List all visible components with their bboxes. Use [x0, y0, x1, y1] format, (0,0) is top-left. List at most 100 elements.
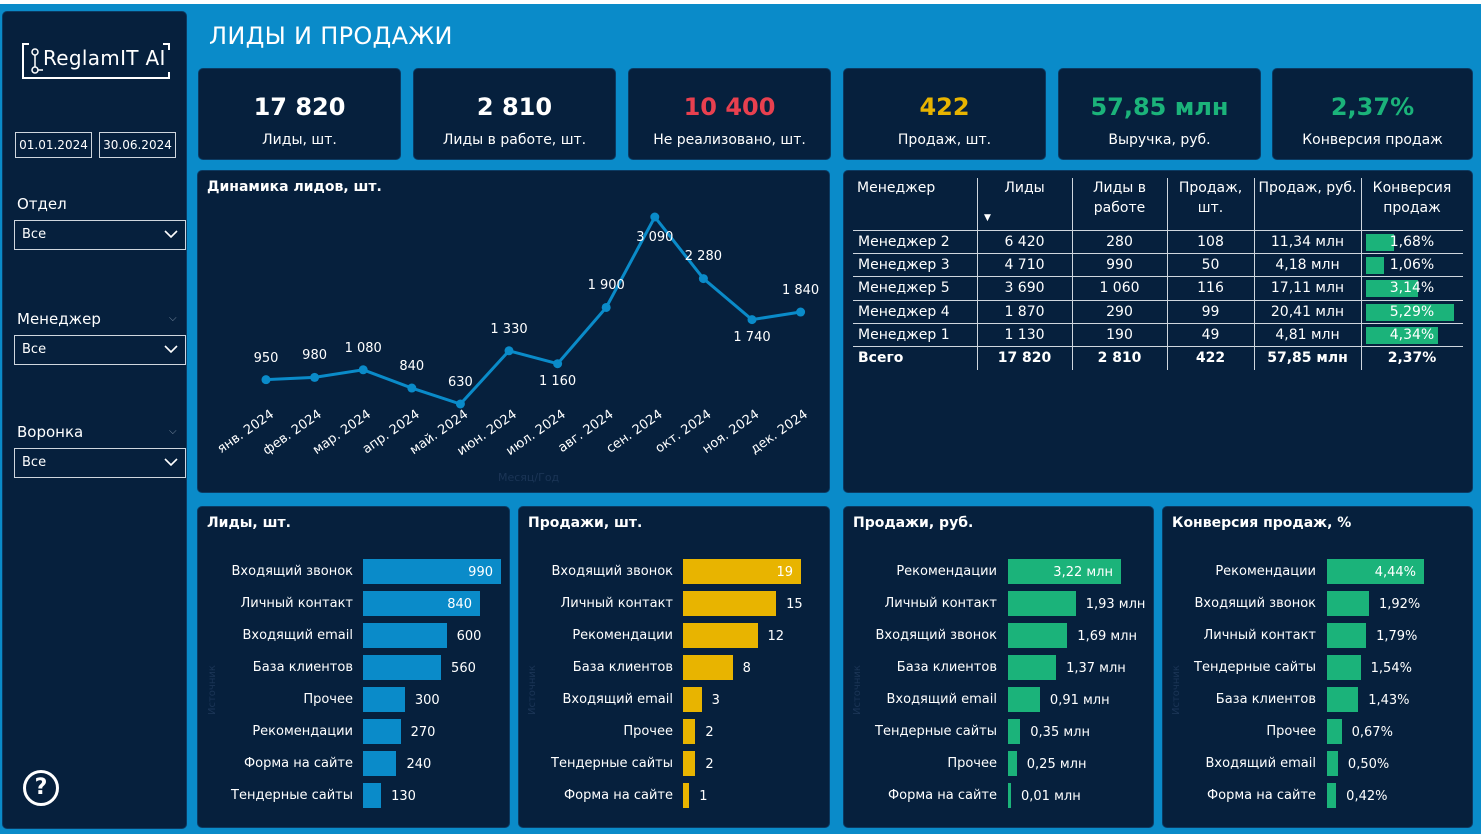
bar[interactable] [683, 559, 801, 584]
bar-chart-title: Продажи, руб. [853, 515, 974, 531]
bar[interactable] [1008, 623, 1068, 648]
bar-category-label: Форма на сайте [887, 788, 997, 803]
bar[interactable] [363, 559, 501, 584]
table-total-leads: 17 820 [997, 350, 1052, 366]
line-point[interactable] [601, 302, 611, 312]
bar[interactable] [683, 591, 777, 616]
bar[interactable] [363, 751, 397, 776]
clear-filter-icon[interactable]: ⌵ [169, 313, 177, 324]
line-data-label: 1 080 [344, 340, 382, 356]
table-total-conv: 2,37% [1387, 350, 1437, 366]
line-point[interactable] [455, 399, 465, 409]
funnel-select-value: Все [22, 455, 47, 470]
leads-series-line [265, 214, 801, 406]
line-point[interactable] [310, 372, 320, 382]
table-row[interactable]: Менеджер 3 4 710 990 50 4,18 млн 1,06% [853, 253, 1463, 276]
table-row[interactable]: Менеджер 5 3 690 1 060 116 17,11 млн 3,14% [853, 276, 1463, 299]
table-header-1[interactable]: Лиды [1004, 180, 1045, 196]
line-point[interactable] [504, 346, 514, 356]
bar-value-label: 240 [406, 757, 432, 772]
bar[interactable] [363, 591, 481, 616]
bar[interactable] [1008, 687, 1040, 712]
bar[interactable] [1327, 623, 1367, 648]
bar-category-label: Форма на сайте [1206, 788, 1316, 803]
bar-value-label: 1,37 млн [1066, 661, 1126, 676]
bar[interactable] [1327, 559, 1424, 584]
bar[interactable] [1008, 783, 1011, 808]
line-point[interactable] [698, 274, 708, 284]
funnel-select[interactable]: Все [14, 448, 186, 478]
bar[interactable] [1327, 655, 1361, 680]
bar[interactable] [363, 655, 442, 680]
line-chart-labels: 950 980 1 080 840 630 1 330 1 160 1 900 3 090 2 2… [197, 170, 830, 493]
bar[interactable] [1008, 655, 1057, 680]
logo-text: ReglamIT AI [43, 46, 166, 70]
bar[interactable] [1327, 687, 1359, 712]
table-cell-conv: 1,68% [1389, 234, 1435, 250]
bar[interactable] [683, 623, 758, 648]
bar[interactable] [683, 751, 696, 776]
line-point[interactable] [553, 359, 563, 369]
line-data-label: 1 840 [781, 283, 820, 299]
line-point[interactable] [796, 307, 806, 317]
line-data-label: 1 160 [538, 373, 577, 389]
table-header-0[interactable]: Менеджер [857, 180, 936, 196]
table-cell-in_work: 290 [1106, 303, 1133, 320]
department-select[interactable]: Все [14, 220, 186, 250]
table-header-2[interactable]: Лиды в работе [1092, 180, 1147, 216]
bar[interactable] [1327, 783, 1337, 808]
line-point[interactable] [261, 375, 271, 385]
table-row[interactable]: Менеджер 4 1 870 290 99 20,41 млн 5,29% [853, 299, 1463, 323]
bar-category-label: Рекомендации [896, 564, 997, 579]
bar[interactable] [1008, 719, 1021, 744]
table-row[interactable]: Менеджер 2 6 420 280 108 11,34 млн 1,68% [853, 230, 1463, 253]
bar[interactable] [1008, 751, 1017, 776]
line-point[interactable] [358, 365, 368, 375]
table-header-3[interactable]: Продаж, шт. [1178, 180, 1243, 216]
clear-filter-icon[interactable]: ⌵ [169, 426, 177, 437]
bar[interactable] [1008, 591, 1076, 616]
bar-chart-title: Лиды, шт. [207, 515, 291, 531]
table-column-divider [1254, 178, 1255, 370]
table-cell-conv: 4,34% [1389, 326, 1435, 343]
date-to-input[interactable]: 30.06.2024 [99, 132, 176, 158]
table-cell-revenue: 4,18 млн [1275, 257, 1340, 274]
logo-bracket-icon [22, 43, 170, 79]
bar[interactable] [1008, 559, 1121, 584]
bar[interactable] [1327, 751, 1338, 776]
table-cell-leads: 3 690 [1004, 280, 1045, 297]
bar[interactable] [683, 687, 702, 712]
line-point[interactable] [650, 212, 660, 222]
help-icon[interactable]: ? [23, 770, 59, 806]
bar-value-label: 15 [786, 597, 803, 612]
bar[interactable] [1327, 719, 1342, 744]
bar[interactable] [683, 719, 696, 744]
table-cell-revenue: 17,11 млн [1270, 280, 1345, 297]
table-cell-revenue: 4,81 млн [1275, 326, 1340, 343]
line-data-label: 840 [399, 359, 425, 375]
table-cell-conv: 5,29% [1389, 303, 1435, 320]
bar-value-label: 0,50% [1347, 757, 1390, 772]
bar[interactable] [363, 623, 447, 648]
bar[interactable] [363, 687, 405, 712]
table-row[interactable]: Менеджер 1 1 130 190 49 4,81 млн 4,34% [853, 322, 1463, 346]
line-point[interactable] [747, 315, 757, 325]
manager-select[interactable]: Все [14, 335, 186, 365]
bar[interactable] [1327, 591, 1369, 616]
bar[interactable] [683, 655, 733, 680]
bar[interactable] [683, 783, 690, 808]
table-header-4[interactable]: Продаж, руб. [1258, 180, 1357, 196]
leads-dynamics-card: Динамика лидов, шт. Месяц/Год [197, 170, 830, 493]
line-point[interactable] [407, 383, 417, 393]
bar[interactable] [363, 783, 382, 808]
bar-value-label: 1,69 млн [1077, 629, 1137, 644]
conversion-bar [1366, 280, 1419, 298]
date-from-input[interactable]: 01.01.2024 [15, 132, 92, 158]
bar-category-label: Входящий email [562, 692, 674, 707]
bar-value-label: 12 [767, 629, 785, 644]
table-header-5[interactable]: Конверсия продаж [1372, 180, 1452, 216]
sort-desc-icon[interactable]: ▼ [984, 213, 991, 223]
bar[interactable] [363, 719, 401, 744]
table-cell-sales: 50 [1201, 257, 1220, 274]
